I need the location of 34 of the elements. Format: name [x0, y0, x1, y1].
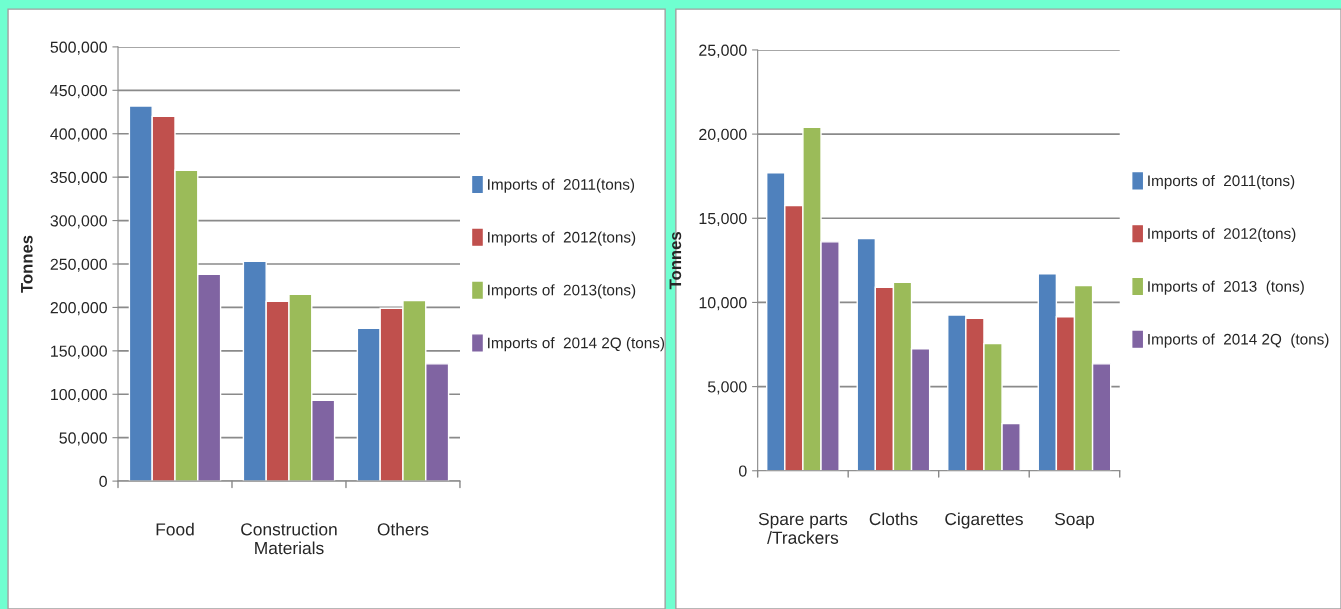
y-tick-label: 100,000 [51, 388, 107, 403]
y-tick-label: 15,000 [699, 212, 747, 227]
y-tick-label: 50,000 [59, 432, 107, 446]
y-tick-label: 250,000 [50, 258, 107, 272]
y-tick-label: 500,000 [50, 41, 107, 55]
y-tick-label: 0 [738, 465, 747, 477]
y-tick-label: 0 [99, 475, 107, 488]
y-axis-title: Tonnes [669, 232, 682, 290]
y-tick-label: 20,000 [699, 128, 747, 142]
y-tick-label: 5,000 [707, 381, 747, 395]
legend-label: Imports of 2014 2Q (tons) [1148, 333, 1329, 348]
legend-label: Imports of 2014 2Q (tons) [488, 337, 665, 352]
legend-label: Imports of 2013(tons) [488, 284, 636, 299]
x-tick-label: Food [156, 522, 194, 536]
y-tick-label: 150,000 [51, 345, 107, 359]
x-tick-label: Construction Materials [241, 522, 337, 555]
y-tick-label: 300,000 [50, 215, 107, 229]
y-tick-label: 350,000 [50, 171, 107, 185]
legend-label: Imports of 2013 (tons) [1148, 280, 1304, 295]
x-tick-label: Cloths [869, 512, 918, 526]
x-tick-label: Cigarettes [945, 512, 1023, 529]
y-tick-label: 400,000 [50, 128, 107, 142]
x-tick-label: Spare parts /Trackers [758, 512, 848, 544]
y-tick-label: 450,000 [50, 84, 107, 99]
y-tick-label: 25,000 [699, 44, 747, 58]
legend-label: Imports of 2011(tons) [1148, 174, 1295, 190]
legend-label: Imports of 2011(tons) [488, 178, 635, 193]
y-tick-label: 10,000 [699, 297, 747, 311]
y-axis-title: Tonnes [21, 235, 33, 293]
x-tick-label: Others [377, 522, 429, 536]
x-tick-label: Soap [1054, 512, 1095, 529]
legend-label: Imports of 2012(tons) [1148, 227, 1296, 243]
y-tick-label: 200,000 [50, 302, 107, 316]
legend-label: Imports of 2012(tons) [488, 231, 636, 246]
